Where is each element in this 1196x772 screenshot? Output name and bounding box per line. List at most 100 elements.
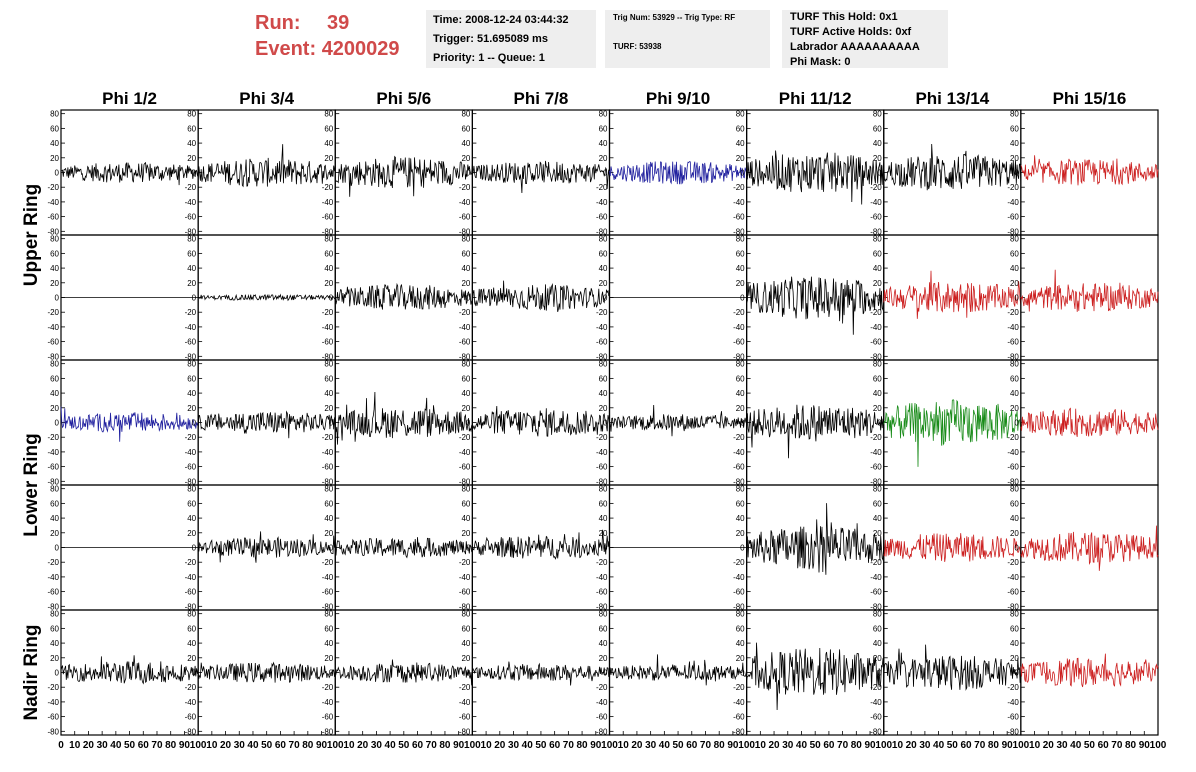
y-tick-label: 0 [877, 419, 882, 428]
x-tick-label: 10 [206, 740, 218, 751]
y-tick-label: -20 [459, 683, 471, 692]
x-tick-label: 100 [1013, 740, 1030, 751]
y-tick-label: 0 [329, 169, 334, 178]
y-tick-label: -80 [1007, 477, 1019, 486]
waveform-trace [472, 661, 610, 686]
y-tick-label: 0 [1014, 669, 1019, 678]
y-tick-label: -40 [596, 698, 608, 707]
waveform-trace [609, 161, 747, 185]
y-tick-label: 0 [1014, 544, 1019, 553]
x-tick-label: 40 [1070, 740, 1082, 751]
x-tick-label: 30 [1056, 740, 1068, 751]
y-tick-label: 0 [740, 669, 745, 678]
x-tick-label: 80 [165, 740, 177, 751]
y-tick-label: 60 [461, 374, 470, 383]
y-tick-label: 80 [324, 360, 333, 369]
y-tick-label: 20 [324, 154, 333, 163]
y-tick-label: -40 [185, 698, 197, 707]
y-tick-label: -60 [733, 213, 745, 222]
x-tick-label: 20 [220, 740, 232, 751]
y-tick-label: 20 [873, 279, 882, 288]
y-tick-label: 60 [461, 624, 470, 633]
y-tick-label: 80 [736, 110, 745, 119]
waveform-trace [746, 150, 885, 205]
y-tick-label: -60 [459, 713, 471, 722]
y-tick-label: -20 [1007, 183, 1019, 192]
y-tick-label: -60 [459, 463, 471, 472]
y-tick-label: 40 [599, 514, 608, 523]
x-tick-label: 30 [782, 740, 794, 751]
y-tick-label: -60 [47, 338, 59, 347]
waveform-trace [334, 537, 473, 559]
y-tick-label: 40 [187, 389, 196, 398]
y-tick-label: 0 [877, 544, 882, 553]
y-tick-label: -80 [870, 227, 882, 236]
y-tick-label: -60 [733, 588, 745, 597]
y-tick-label: 80 [1010, 610, 1019, 619]
y-tick-label: 80 [50, 485, 59, 494]
y-tick-label: 20 [187, 404, 196, 413]
y-tick-label: -40 [1007, 323, 1019, 332]
y-tick-label: 40 [461, 514, 470, 523]
column-title: Phi 5/6 [376, 89, 431, 108]
y-tick-label: -60 [185, 463, 197, 472]
y-tick-label: 60 [599, 624, 608, 633]
y-tick-label: -40 [733, 573, 745, 582]
turf-hold-text: TURF This Hold: 0x1 [790, 11, 898, 23]
y-tick-label: 60 [461, 249, 470, 258]
y-tick-label: 0 [329, 669, 334, 678]
x-tick-label: 90 [590, 740, 602, 751]
y-tick-label: 40 [50, 514, 59, 523]
y-tick-label: -20 [47, 308, 59, 317]
y-tick-label: -60 [185, 588, 197, 597]
waveform-trace [472, 160, 610, 194]
y-tick-label: -40 [47, 323, 59, 332]
x-tick-label: 80 [1125, 740, 1137, 751]
y-tick-label: 20 [324, 404, 333, 413]
x-tick-label: 30 [919, 740, 931, 751]
y-tick-label: -40 [1007, 573, 1019, 582]
y-tick-label: 80 [873, 485, 882, 494]
y-tick-label: 80 [736, 360, 745, 369]
y-tick-label: 20 [1010, 154, 1019, 163]
y-tick-label: -20 [459, 183, 471, 192]
y-tick-label: -80 [733, 227, 745, 236]
y-tick-label: 0 [466, 419, 471, 428]
y-tick-label: -20 [733, 683, 745, 692]
y-tick-label: -40 [47, 698, 59, 707]
trigger-text: Trigger: 51.695089 ms [433, 33, 548, 45]
y-tick-label: 80 [873, 235, 882, 244]
y-tick-label: -40 [47, 448, 59, 457]
x-tick-label: 30 [371, 740, 383, 751]
x-tick-label: 90 [727, 740, 739, 751]
y-tick-label: 80 [187, 110, 196, 119]
y-tick-label: 40 [324, 514, 333, 523]
x-tick-label: 70 [151, 740, 163, 751]
y-tick-label: -60 [596, 463, 608, 472]
x-tick-label: 50 [947, 740, 959, 751]
x-tick-label: 90 [453, 740, 465, 751]
y-tick-label: 60 [187, 499, 196, 508]
y-tick-label: -40 [870, 323, 882, 332]
y-tick-label: -60 [322, 588, 334, 597]
waveform-trace [197, 293, 336, 302]
y-tick-label: -20 [596, 433, 608, 442]
x-tick-label: 100 [601, 740, 618, 751]
y-tick-label: -80 [596, 477, 608, 486]
y-tick-label: 0 [877, 169, 882, 178]
y-tick-label: 40 [461, 139, 470, 148]
y-tick-label: -80 [1007, 227, 1019, 236]
y-tick-label: -80 [870, 727, 882, 736]
y-tick-label: 40 [736, 514, 745, 523]
y-tick-label: 80 [461, 235, 470, 244]
y-tick-label: 80 [50, 360, 59, 369]
x-tick-label: 60 [823, 740, 835, 751]
x-tick-label: 50 [124, 740, 136, 751]
y-tick-label: 0 [466, 669, 471, 678]
y-tick-label: 80 [599, 235, 608, 244]
y-tick-label: -40 [185, 448, 197, 457]
y-tick-label: -80 [733, 352, 745, 361]
y-tick-label: 0 [466, 169, 471, 178]
x-tick-label: 100 [1150, 740, 1167, 751]
y-tick-label: 20 [461, 279, 470, 288]
